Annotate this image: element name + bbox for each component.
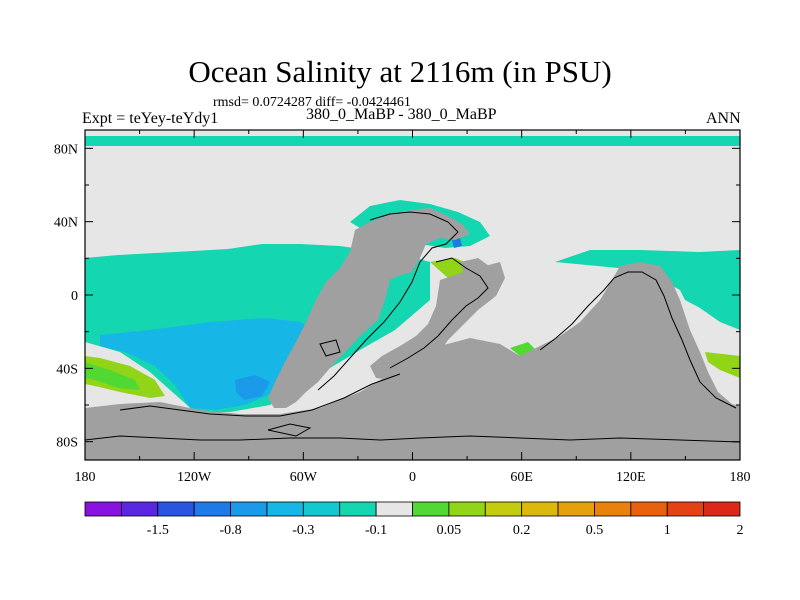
land-americas [268, 208, 470, 408]
experiment-label: Expt = teYey-teYdy1 [82, 110, 219, 127]
colorbar-swatch [521, 501, 559, 517]
colorbar-swatch [703, 501, 741, 517]
x-tick-label: 60W [290, 470, 318, 485]
land-southern [85, 262, 740, 460]
colorbar-swatch [84, 501, 122, 517]
colorbar-label: -0.1 [365, 523, 387, 538]
pacific-negative-core [100, 318, 330, 410]
colorbar-label: -0.8 [219, 523, 241, 538]
blue-dot [452, 238, 462, 248]
southwest-weak-positive [85, 362, 140, 390]
land-north-patch [460, 258, 498, 290]
map-field [85, 130, 740, 460]
colorbar-swatch [302, 501, 341, 517]
colorbar-swatch [484, 501, 523, 517]
indian-pacific-anomaly [555, 250, 740, 330]
colorbar-swatch [666, 501, 705, 517]
x-tick-label: 0 [409, 470, 416, 485]
colorbar-swatch [266, 501, 304, 517]
x-tick-label: 120E [616, 470, 646, 485]
colorbar-label: -1.5 [147, 523, 169, 538]
colorbar-swatch [630, 501, 668, 517]
map-title: Ocean Salinity at 2116m (in PSU) [188, 54, 612, 89]
colorbar-label: 1 [664, 523, 671, 538]
y-tick-label: 40N [54, 216, 78, 231]
east-positive-patch [705, 352, 740, 378]
colorbar-label: -0.3 [292, 523, 314, 538]
x-tick-label: 180 [730, 470, 751, 485]
colorbar-swatch [594, 501, 632, 517]
pacific-strong-negative [235, 375, 270, 400]
colorbar-label: 0.05 [437, 523, 462, 538]
stats-line: rmsd= 0.0724287 diff= -0.0424461 [213, 95, 411, 110]
y-tick-label: 80S [56, 436, 78, 451]
colorbar-label: 0.2 [513, 523, 531, 538]
colorbar: -1.5 -0.8 -0.3 -0.1 0.05 0.2 0.5 1 2 [84, 501, 744, 538]
comparison-label: 380_0_MaBP - 380_0_MaBP [306, 106, 497, 123]
x-tick-label: 180 [75, 470, 96, 485]
colorbar-swatch [120, 501, 159, 517]
y-tick-label: 80N [54, 142, 78, 157]
season-label: ANN [706, 110, 741, 127]
colorbar-label: 0.5 [586, 523, 604, 538]
coastlines [85, 211, 740, 443]
y-tick-label: 0 [71, 289, 78, 304]
colorbar-swatch [557, 501, 595, 517]
colorbar-swatch [157, 501, 195, 517]
x-tick-label: 60E [510, 470, 533, 485]
x-tick-label: 120W [177, 470, 212, 485]
axis-ticks [84, 130, 741, 460]
mid-positive-patch [510, 342, 536, 356]
colorbar-swatch [193, 501, 231, 517]
axis-tick-labels: 180 120W 60W 0 60E 120E 180 80N 40N 0 40S 80S [54, 142, 751, 485]
colorbar-swatch [230, 501, 268, 517]
colorbar-swatch [339, 501, 377, 517]
colorbar-swatch [448, 501, 486, 517]
land-africa-eurasia [370, 262, 505, 380]
colorbar-label: 2 [737, 523, 744, 538]
colorbar-swatch [412, 501, 450, 517]
arctic-anomaly-band [85, 136, 740, 146]
colorbar-swatch [375, 501, 413, 517]
y-tick-label: 40S [56, 362, 78, 377]
